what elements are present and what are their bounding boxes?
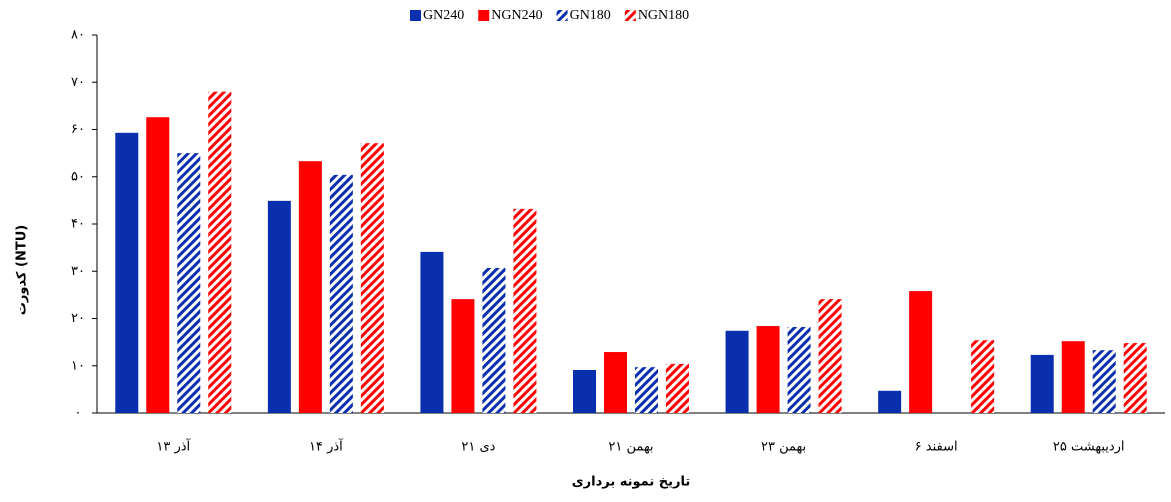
bar bbox=[267, 200, 291, 413]
bar bbox=[878, 390, 902, 413]
x-tick-label: ۱۳ آذر bbox=[156, 438, 191, 455]
legend-label: NGN240 bbox=[491, 8, 542, 23]
bar bbox=[604, 352, 627, 413]
bar bbox=[482, 267, 506, 413]
bar bbox=[146, 117, 170, 413]
legend-swatch bbox=[478, 10, 490, 21]
x-tick-label: ۲۱ بهمن bbox=[608, 440, 653, 455]
bar bbox=[360, 143, 384, 413]
bar bbox=[177, 153, 201, 413]
y-tick-label: ۷۰ bbox=[71, 75, 85, 90]
bar bbox=[971, 340, 995, 413]
y-tick-label: ۳۰ bbox=[71, 264, 85, 279]
bar bbox=[420, 251, 444, 413]
y-tick-label: ۶۰ bbox=[71, 122, 85, 137]
y-tick-label: ۴۰ bbox=[71, 217, 85, 232]
x-tick-label: ۶ اسفند bbox=[915, 440, 958, 455]
bar bbox=[115, 132, 139, 413]
x-tick-label: ۲۵ اردیبهشت bbox=[1053, 440, 1125, 455]
y-tick-label: ۵۰ bbox=[71, 169, 85, 184]
bar bbox=[635, 367, 658, 413]
bar bbox=[451, 299, 475, 413]
legend-swatch bbox=[556, 10, 568, 21]
legend: GN240 NGN240 GN180 NGN180 bbox=[410, 8, 689, 23]
y-tick-label: ۲۰ bbox=[71, 311, 85, 326]
y-tick-label: ۸۰ bbox=[71, 28, 85, 43]
bar bbox=[818, 299, 842, 413]
bar bbox=[1123, 343, 1147, 413]
legend-label: NGN180 bbox=[638, 8, 689, 23]
x-axis-title: تاریخ نمونه برداری bbox=[572, 475, 691, 490]
bar bbox=[787, 327, 811, 413]
legend-label: GN180 bbox=[570, 8, 611, 23]
bar bbox=[208, 91, 232, 413]
x-tick-label: ۱۴ آذر bbox=[309, 438, 344, 455]
bar bbox=[725, 330, 749, 413]
bar bbox=[1061, 341, 1085, 413]
bar bbox=[513, 208, 537, 413]
bar bbox=[666, 363, 689, 413]
bar bbox=[909, 291, 933, 413]
y-tick-label: ۱۰ bbox=[71, 358, 85, 373]
bar bbox=[298, 161, 322, 413]
y-axis-title: کدورت (NTU) bbox=[15, 225, 30, 315]
legend-label: GN240 bbox=[423, 8, 464, 23]
bar bbox=[573, 370, 596, 413]
bar bbox=[1092, 350, 1116, 413]
bar bbox=[329, 174, 353, 413]
bar bbox=[756, 326, 780, 413]
y-tick-label: ۰ bbox=[75, 406, 82, 421]
x-tick-label: ۲۱ دی bbox=[461, 440, 495, 455]
bar bbox=[1030, 354, 1054, 413]
legend-swatch bbox=[624, 10, 636, 21]
legend-swatch bbox=[410, 10, 421, 21]
x-tick-label: ۲۳ بهمن bbox=[761, 440, 806, 455]
